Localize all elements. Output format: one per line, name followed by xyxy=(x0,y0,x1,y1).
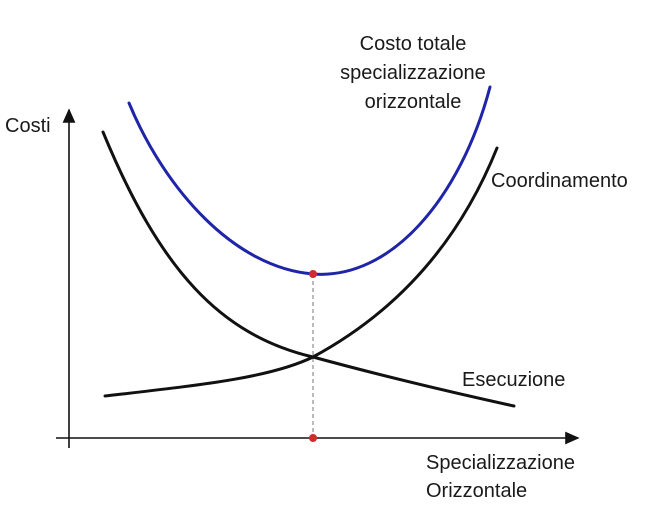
x-axis-label-line1: Specializzazione xyxy=(426,452,575,474)
execution-cost-curve xyxy=(101,130,516,408)
y-axis-label: Costi xyxy=(5,115,51,137)
execution-label: Esecuzione xyxy=(462,369,565,391)
total-cost-curve xyxy=(127,85,492,276)
total-cost-label-line3: orizzontale xyxy=(365,91,462,113)
optimum-axis-marker xyxy=(309,434,317,442)
coordination-cost-curve xyxy=(103,146,499,398)
optimum-marker xyxy=(309,270,317,278)
x-axis-label-line2: Orizzontale xyxy=(426,480,527,502)
coordination-label: Coordinamento xyxy=(491,170,628,192)
total-cost-label-line2: specializzazione xyxy=(340,62,486,84)
total-cost-label-line1: Costo totale xyxy=(360,33,467,55)
